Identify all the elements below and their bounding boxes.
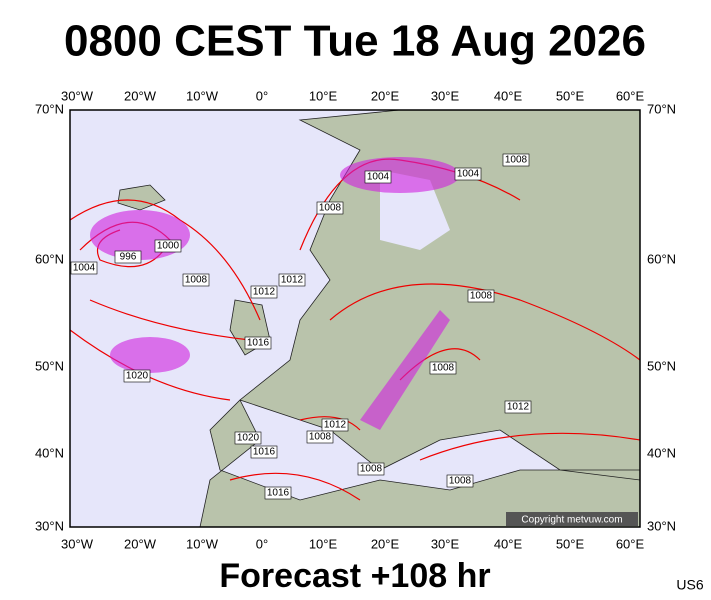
map-frame: [69, 109, 641, 528]
isobar-label-box: [357, 462, 385, 476]
isobar-label-box: [182, 273, 210, 287]
map-area: [70, 110, 640, 527]
lat-label: 70°N: [35, 101, 64, 116]
isobar-label: 996: [120, 252, 137, 263]
isobar-label: 1008: [319, 203, 342, 214]
lon-label: 20°E: [371, 88, 400, 103]
lon-label: 30°W: [61, 536, 94, 551]
precip: [360, 310, 450, 430]
lon-label: 10°W: [186, 88, 219, 103]
precip: [340, 157, 460, 193]
lon-label: 10°W: [186, 536, 219, 551]
isobar-label-box: [244, 336, 272, 350]
isobar-label-box: [446, 474, 474, 488]
isobar-label-box: [321, 418, 349, 432]
isobar-label-box: [264, 486, 292, 500]
isobar-label-box: [454, 167, 482, 181]
isobar-label-box: [250, 285, 278, 299]
isobar-label-box: [467, 289, 495, 303]
lon-label: 30°E: [431, 88, 460, 103]
isobar-label: 1012: [281, 275, 304, 286]
isobar-label-box: [154, 239, 182, 253]
copyright-box: [506, 512, 638, 526]
footer: Forecast +108 hr: [219, 557, 490, 595]
lat-label: 70°N: [647, 101, 676, 116]
isobar-label-box: [250, 445, 278, 459]
lon-label: 10°E: [309, 536, 338, 551]
isobar-label-box: [306, 430, 334, 444]
isobar-label: 1020: [237, 433, 260, 444]
lat-label: 40°N: [35, 445, 64, 460]
isobar-label: 1008: [360, 464, 383, 475]
lon-label: 30°W: [61, 88, 94, 103]
isobar-label: 1008: [505, 155, 528, 166]
isobar-label-box: [234, 431, 262, 445]
isobar-label-box: [114, 250, 142, 264]
lon-label: 40°E: [494, 536, 523, 551]
isobar-label-box: [429, 361, 457, 375]
isobar-label-box: [123, 369, 151, 383]
lat-label: 50°N: [647, 358, 676, 373]
lon-label: 60°E: [616, 88, 645, 103]
isobar-label: 1004: [367, 172, 390, 183]
lon-label: 10°E: [309, 88, 338, 103]
copyright: Copyright metvuw.com: [521, 515, 622, 526]
lon-label: 20°W: [124, 88, 157, 103]
isobar-label: 1004: [457, 169, 480, 180]
isobar-label: 1008: [470, 291, 493, 302]
isobar-label-box: [364, 170, 392, 184]
title: 0800 CEST Tue 18 Aug 2026: [64, 17, 646, 66]
isobar-label: 1012: [324, 420, 347, 431]
isobar-label: 1020: [126, 371, 149, 382]
isobar-label: 1008: [185, 275, 208, 286]
lon-label: 0°: [256, 88, 268, 103]
code: US6: [676, 577, 703, 593]
lat-label: 40°N: [647, 445, 676, 460]
isobar-label: 1008: [449, 476, 472, 487]
lon-label: 40°E: [494, 88, 523, 103]
lon-label: 20°E: [371, 536, 400, 551]
lat-label: 30°N: [647, 518, 676, 533]
lon-label: 50°E: [556, 88, 585, 103]
isobar-label: 1008: [309, 432, 332, 443]
lon-label: 20°W: [124, 536, 157, 551]
isobar-label: 1016: [267, 488, 290, 499]
isobar-label: 1016: [253, 447, 276, 458]
isobar-label: 1000: [157, 241, 180, 252]
lat-label: 30°N: [35, 518, 64, 533]
isobar-label: 1008: [432, 363, 455, 374]
isobar-label: 1004: [73, 263, 96, 274]
lat-label: 60°N: [647, 251, 676, 266]
isobar-label: 1012: [253, 287, 276, 298]
lat-label: 50°N: [35, 358, 64, 373]
isobar-label: 1012: [507, 402, 530, 413]
isobar-label-box: [278, 273, 306, 287]
isobar-label-box: [504, 400, 532, 414]
lon-label: 60°E: [616, 536, 645, 551]
lon-label: 50°E: [556, 536, 585, 551]
isobar-label-box: [502, 153, 530, 167]
precip: [110, 337, 190, 373]
isobar-label-box: [70, 261, 98, 275]
isobar-label-box: [316, 201, 344, 215]
lat-label: 60°N: [35, 251, 64, 266]
lon-label: 0°: [256, 536, 268, 551]
isobar-label: 1016: [247, 338, 270, 349]
lon-label: 30°E: [431, 536, 460, 551]
